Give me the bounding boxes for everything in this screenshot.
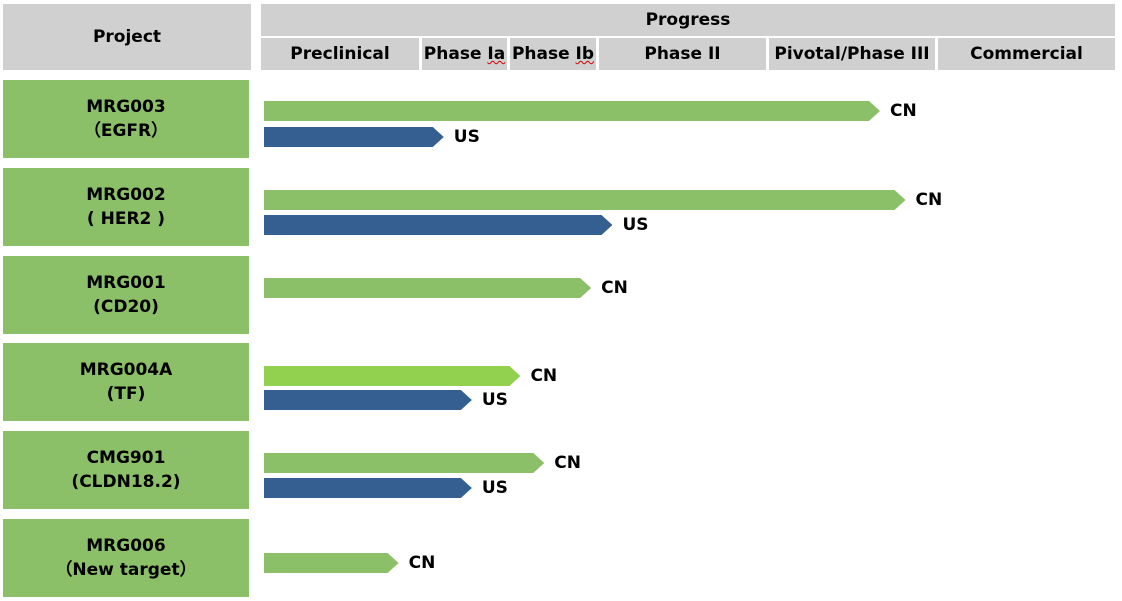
bar-arrow-shape	[264, 390, 472, 410]
bar-mrg004a-cn	[264, 366, 521, 386]
project-target: (TF)	[106, 384, 146, 404]
bar-label-mrg002-cn: CN	[915, 190, 943, 210]
phase-header-phase-ia: Phase Ia	[422, 38, 507, 70]
bar-label-mrg006-cn: CN	[408, 553, 436, 573]
bar-arrow-shape	[264, 190, 906, 210]
phase-ia-suffix: Ia	[487, 44, 506, 64]
phase-ib-suffix: Ib	[575, 44, 595, 64]
project-target: ( HER2 )	[86, 209, 166, 229]
progress-header: Progress	[261, 4, 1115, 36]
bar-mrg001-cn	[264, 278, 592, 298]
phase-header-commercial: Commercial	[938, 38, 1115, 70]
bar-mrg002-us	[264, 215, 613, 235]
bar-arrow-shape	[264, 366, 521, 386]
bar-arrow-shape	[264, 215, 613, 235]
bar-arrow-shape	[264, 127, 444, 147]
project-cell-mrg002: MRG002 ( HER2 )	[3, 168, 249, 246]
project-name: MRG001	[86, 273, 166, 293]
project-target: (CD20)	[93, 297, 159, 317]
bar-label-mrg004a-cn: CN	[530, 366, 558, 386]
project-cell-mrg006: MRG006 （New target）	[3, 519, 249, 597]
bar-mrg003-us	[264, 127, 444, 147]
bar-label-cmg901-us: US	[481, 478, 508, 498]
project-name: CMG901	[86, 448, 166, 468]
project-column-header: Project	[3, 4, 251, 70]
phase-header-preclinical: Preclinical	[261, 38, 419, 70]
bar-mrg002-cn	[264, 190, 906, 210]
project-name: MRG002	[86, 185, 166, 205]
phase-header-phase-ii: Phase II	[599, 38, 766, 70]
bar-arrow-shape	[264, 278, 592, 298]
bar-arrow-shape	[264, 453, 545, 473]
phase-ia-text: Phase Ia	[423, 44, 506, 64]
progress-header-label: Progress	[645, 10, 731, 30]
project-name: MRG006	[86, 536, 166, 556]
bar-mrg006-cn	[264, 553, 399, 573]
bar-arrow-shape	[264, 101, 880, 121]
project-target: （EGFR）	[83, 121, 169, 141]
bar-label-mrg003-us: US	[453, 127, 480, 147]
bar-cmg901-us	[264, 478, 472, 498]
project-name: MRG003	[86, 97, 166, 117]
project-cell-mrg003: MRG003 （EGFR）	[3, 80, 249, 158]
bar-cmg901-cn	[264, 453, 545, 473]
project-name: MRG004A	[79, 360, 173, 380]
project-cell-mrg004a: MRG004A (TF)	[3, 343, 249, 421]
bar-label-mrg002-us: US	[622, 215, 649, 235]
bar-label-mrg003-cn: CN	[889, 101, 917, 121]
phase-ib-text: Phase Ib	[511, 44, 595, 64]
project-cell-mrg001: MRG001 (CD20)	[3, 256, 249, 334]
project-target: (CLDN18.2)	[71, 472, 181, 492]
project-target: （New target）	[55, 560, 197, 580]
bar-mrg004a-us	[264, 390, 472, 410]
bar-label-mrg004a-us: US	[481, 390, 508, 410]
phase-header-pivotal: Pivotal/Phase III	[769, 38, 935, 70]
bar-label-cmg901-cn: CN	[554, 453, 582, 473]
phase-header-phase-ib: Phase Ib	[510, 38, 596, 70]
bar-label-mrg001-cn: CN	[601, 278, 628, 298]
bar-mrg003-cn	[264, 101, 880, 121]
bar-arrow-shape	[264, 553, 399, 573]
project-header-label: Project	[92, 27, 162, 47]
project-cell-cmg901: CMG901 (CLDN18.2)	[3, 431, 249, 509]
bar-arrow-shape	[264, 478, 472, 498]
